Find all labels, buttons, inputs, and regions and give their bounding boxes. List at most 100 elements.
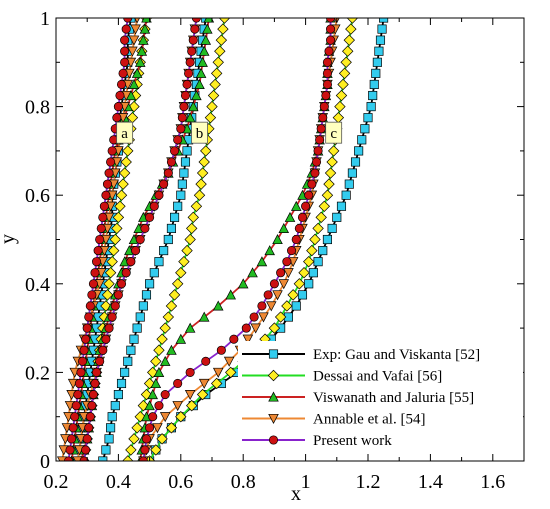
data-point [115, 189, 128, 201]
data-point [116, 79, 127, 89]
data-point [165, 300, 178, 312]
data-point [77, 356, 88, 366]
data-point [159, 179, 169, 189]
x-tick-label: 1 [301, 471, 311, 493]
data-point [264, 245, 276, 256]
data-point [149, 201, 159, 211]
data-point [166, 223, 176, 233]
data-point [340, 56, 352, 68]
data-point [114, 200, 126, 212]
panel-label: b [196, 126, 204, 142]
data-point [343, 34, 355, 46]
data-point [141, 18, 152, 23]
data-point [180, 157, 191, 167]
data-point [123, 356, 133, 366]
x-axis-title: x [291, 483, 301, 505]
data-point [347, 168, 357, 178]
data-point [117, 178, 129, 190]
data-point [138, 34, 149, 45]
data-point [129, 334, 139, 344]
data-point [327, 223, 337, 233]
data-point [190, 200, 203, 212]
x-tick-label: 1.4 [418, 471, 443, 493]
data-point [321, 189, 334, 201]
data-point [120, 46, 130, 56]
data-point [145, 423, 155, 433]
data-point [125, 444, 137, 456]
data-point [342, 45, 354, 57]
data-point [168, 289, 181, 301]
data-point [118, 68, 128, 78]
data-point [357, 135, 367, 145]
data-point [225, 366, 237, 379]
data-point [74, 378, 84, 389]
data-point [122, 455, 134, 461]
data-point [90, 268, 100, 278]
data-point [326, 24, 336, 34]
data-point [198, 311, 210, 322]
data-point [377, 24, 387, 34]
data-point [70, 412, 80, 422]
legend-label: Annable et al. [54] [313, 412, 425, 428]
data-point [121, 268, 131, 278]
data-point [206, 100, 218, 113]
data-point [318, 200, 331, 212]
data-point [322, 57, 332, 67]
data-point [160, 389, 170, 400]
data-point [335, 89, 348, 102]
data-point [159, 412, 171, 423]
data-point [175, 333, 187, 344]
panel-label: a [121, 126, 128, 142]
data-point [118, 167, 131, 179]
data-point [109, 233, 121, 246]
data-point [332, 212, 342, 222]
legend: Exp: Gau and Viskanta [52] Dessai and Vaf… [238, 341, 523, 453]
data-point [113, 390, 123, 400]
data-point [82, 434, 92, 444]
panel-label: c [330, 126, 337, 142]
data-point [212, 56, 224, 68]
data-point [175, 411, 187, 423]
data-point [375, 35, 386, 45]
data-point [315, 211, 327, 224]
data-point [163, 234, 173, 245]
y-tick-label: 0.6 [25, 185, 50, 207]
data-point [182, 146, 192, 156]
data-point [311, 157, 322, 167]
legend-item: Annable et al. [54] [242, 412, 425, 428]
data-point [153, 366, 165, 377]
data-point [179, 102, 189, 112]
data-point [172, 401, 183, 412]
data-point [276, 268, 286, 278]
data-point [198, 156, 210, 168]
data-point [187, 101, 199, 112]
data-point [297, 212, 308, 222]
data-point [166, 157, 176, 167]
data-point [101, 334, 111, 344]
data-point [249, 312, 259, 322]
data-point [79, 345, 89, 355]
data-point [128, 100, 140, 113]
data-point [102, 179, 113, 189]
data-point [110, 401, 120, 411]
data-point [178, 255, 190, 268]
data-point [106, 157, 116, 167]
legend-label: Present work [313, 433, 392, 449]
data-point [159, 355, 171, 366]
data-point [186, 399, 198, 412]
data-point [175, 267, 187, 279]
data-point [287, 246, 297, 256]
legend-label: Exp: Gau and Viskanta [52] [313, 347, 480, 363]
data-point [371, 68, 381, 78]
data-point [272, 234, 283, 245]
data-point [113, 102, 123, 112]
data-point [321, 90, 331, 101]
data-point [170, 146, 180, 156]
data-point [82, 323, 92, 333]
data-point [297, 290, 308, 300]
data-point [194, 79, 205, 90]
data-point [115, 90, 125, 101]
data-point [212, 367, 224, 378]
data-point [184, 390, 196, 400]
